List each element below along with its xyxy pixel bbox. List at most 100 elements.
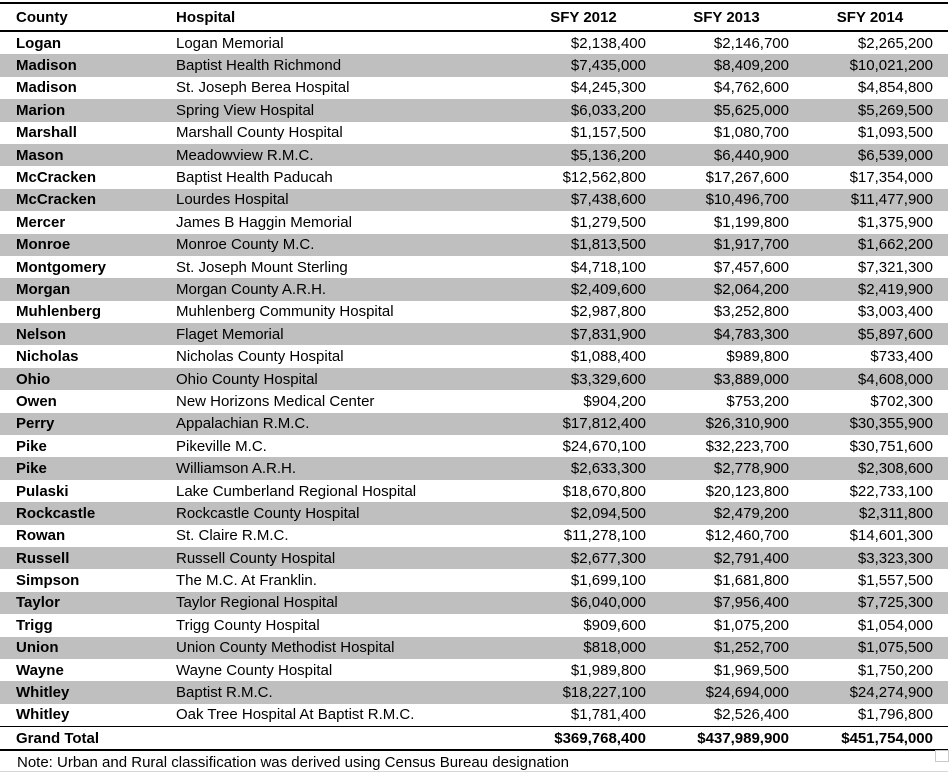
value-cell-sfy2012: $4,718,100 — [570, 258, 646, 276]
value-cell-sfy2012: $7,438,600 — [570, 191, 646, 209]
hospital-cell: Nicholas County Hospital — [176, 348, 344, 366]
table-row: Marion Spring View Hospital $6,033,200 $5,6… — [0, 99, 948, 122]
county-cell: Rockcastle — [16, 504, 96, 522]
table-row: Pike Pikeville M.C. $24,670,100 $32,223,700… — [0, 435, 948, 457]
county-cell: Muhlenberg — [16, 303, 101, 321]
table-row: Union Union County Methodist Hospital $818… — [0, 636, 948, 659]
table-row: Pulaski Lake Cumberland Regional Hospital… — [0, 480, 948, 502]
county-cell: Simpson — [16, 572, 80, 590]
value-cell-sfy2014: $1,075,500 — [857, 639, 933, 657]
hospital-cell: Meadowview R.M.C. — [176, 146, 314, 164]
value-cell-sfy2012: $904,200 — [583, 392, 646, 410]
county-cell: Pike — [16, 460, 47, 478]
county-cell: Montgomery — [16, 258, 106, 276]
value-cell-sfy2012: $5,136,200 — [570, 146, 646, 164]
value-cell-sfy2014: $6,539,000 — [857, 146, 933, 164]
value-cell-sfy2012: $2,409,600 — [570, 280, 646, 298]
value-cell-sfy2014: $4,854,800 — [857, 79, 933, 97]
hospital-cell: Lourdes Hospital — [176, 191, 289, 209]
county-cell: Nelson — [16, 325, 67, 343]
county-cell: Ohio — [16, 370, 51, 388]
table-row: Monroe Monroe County M.C. $1,813,500 $1,917… — [0, 233, 948, 256]
hospital-cell: Logan Memorial — [176, 34, 284, 52]
value-cell-sfy2012: $1,781,400 — [570, 706, 646, 724]
hospital-cell: Rockcastle County Hospital — [176, 504, 360, 522]
value-cell-sfy2013: $20,123,800 — [705, 482, 789, 500]
value-cell-sfy2013: $1,917,700 — [713, 236, 789, 254]
table-row: Whitley Baptist R.M.C. $18,227,100 $24,694,… — [0, 681, 948, 704]
county-cell: Nicholas — [16, 348, 79, 366]
column-header-sfy2012: SFY 2012 — [512, 3, 655, 32]
table-row: Russell Russell County Hospital $2,677,300… — [0, 546, 948, 570]
county-cell: Whitley — [16, 706, 70, 724]
hospital-cell: St. Joseph Berea Hospital — [176, 79, 350, 97]
table-row: Logan Logan Memorial $2,138,400 $2,146,700 $… — [0, 31, 948, 54]
value-cell-sfy2013: $5,625,000 — [713, 101, 789, 119]
county-cell: Rowan — [16, 527, 66, 545]
county-cell: Monroe — [16, 236, 71, 254]
value-cell-sfy2013: $17,267,600 — [705, 169, 789, 187]
county-cell: Marshall — [16, 124, 77, 142]
county-cell: Perry — [16, 415, 55, 433]
hospital-cell: Ohio County Hospital — [176, 370, 318, 388]
table-note: Note: Urban and Rural classification was… — [0, 751, 948, 773]
value-cell-sfy2012: $18,227,100 — [562, 684, 646, 702]
value-cell-sfy2012: $24,670,100 — [562, 437, 646, 455]
value-cell-sfy2013: $989,800 — [726, 348, 789, 366]
value-cell-sfy2014: $2,311,800 — [859, 504, 933, 522]
county-cell: Union — [16, 639, 59, 657]
county-cell: Marion — [16, 101, 66, 119]
value-cell-sfy2012: $2,633,300 — [570, 460, 646, 478]
value-cell-sfy2012: $909,600 — [583, 616, 646, 634]
value-cell-sfy2013: $3,252,800 — [713, 303, 789, 321]
value-cell-sfy2014: $22,733,100 — [849, 482, 933, 500]
hospital-cell: Spring View Hospital — [176, 101, 315, 119]
value-cell-sfy2013: $10,496,700 — [705, 191, 789, 209]
hospital-cell: Baptist Health Paducah — [176, 169, 333, 187]
table-row: Mercer James B Haggin Memorial $1,279,500 $… — [0, 211, 948, 233]
value-cell-sfy2013: $7,457,600 — [713, 258, 789, 276]
hospital-cell: Trigg County Hospital — [176, 616, 320, 634]
table-row: Simpson The M.C. At Franklin. $1,699,100 $1… — [0, 569, 948, 591]
county-cell: Trigg — [16, 616, 53, 634]
value-cell-sfy2014: $4,608,000 — [857, 370, 933, 388]
county-cell: Pike — [16, 437, 47, 455]
table-row: Ohio Ohio County Hospital $3,329,600 $3,889… — [0, 367, 948, 391]
hospital-cell: Taylor Regional Hospital — [176, 594, 338, 612]
value-cell-sfy2012: $18,670,800 — [562, 482, 646, 500]
value-cell-sfy2014: $2,265,200 — [857, 34, 933, 52]
table-row: McCracken Baptist Health Paducah $12,562,8… — [0, 166, 948, 188]
county-cell: Whitley — [16, 684, 70, 702]
table-resize-handle[interactable] — [935, 750, 949, 762]
value-cell-sfy2014: $1,054,000 — [857, 616, 933, 634]
table-row: Trigg Trigg County Hospital $909,600 $1,075… — [0, 614, 948, 636]
value-cell-sfy2014: $702,300 — [870, 392, 933, 410]
county-cell: Taylor — [16, 594, 60, 612]
county-cell: McCracken — [16, 169, 97, 187]
value-cell-sfy2013: $1,075,200 — [713, 616, 789, 634]
value-cell-sfy2012: $2,677,300 — [570, 549, 646, 567]
grand-total-sfy2012: $369,768,400 — [512, 726, 655, 752]
value-cell-sfy2012: $7,435,000 — [570, 57, 646, 75]
hospital-cell: Union County Methodist Hospital — [176, 639, 395, 657]
grand-total-sfy2014: $451,754,000 — [798, 726, 948, 752]
hospital-cell: Muhlenberg Community Hospital — [176, 303, 394, 321]
value-cell-sfy2013: $24,694,000 — [705, 684, 789, 702]
value-cell-sfy2014: $1,375,900 — [857, 213, 933, 231]
value-cell-sfy2014: $1,750,200 — [857, 661, 933, 679]
value-cell-sfy2014: $30,355,900 — [849, 415, 933, 433]
table-row: Montgomery St. Joseph Mount Sterling $4,71… — [0, 256, 948, 278]
value-cell-sfy2014: $5,897,600 — [857, 325, 933, 343]
table-row: Pike Williamson A.R.H. $2,633,300 $2,778,90… — [0, 457, 948, 480]
table-row: Morgan Morgan County A.R.H. $2,409,600 $2,0… — [0, 278, 948, 301]
value-cell-sfy2013: $3,889,000 — [713, 370, 789, 388]
value-cell-sfy2013: $2,526,400 — [713, 706, 789, 724]
value-cell-sfy2013: $7,956,400 — [713, 594, 789, 612]
value-cell-sfy2012: $3,329,600 — [570, 370, 646, 388]
hospital-cell: St. Joseph Mount Sterling — [176, 258, 348, 276]
hospital-cell: Williamson A.R.H. — [176, 460, 297, 478]
hospital-cell: Morgan County A.R.H. — [176, 280, 327, 298]
table-row: Rowan St. Claire R.M.C. $11,278,100 $12,460… — [0, 525, 948, 547]
value-cell-sfy2014: $11,477,900 — [850, 191, 933, 209]
